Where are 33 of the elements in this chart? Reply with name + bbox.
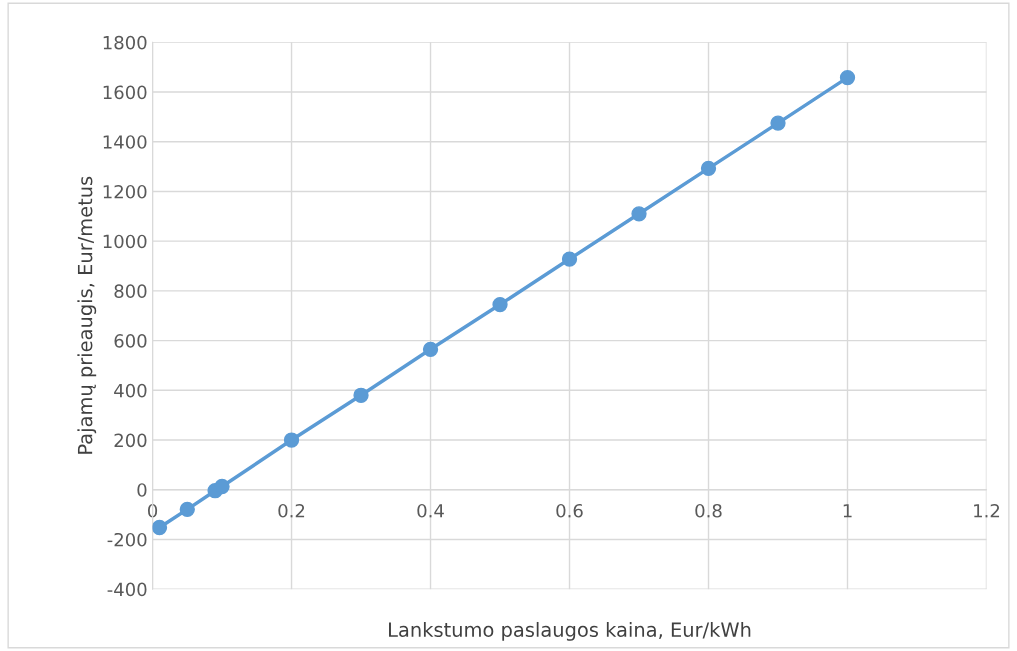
point	[839, 69, 856, 86]
point	[179, 501, 195, 518]
y-tick-label: 600	[114, 334, 147, 348]
y-tick-label: 800	[114, 284, 147, 298]
x-tick-label: 0.2	[278, 503, 305, 518]
y-tick-label: 1600	[103, 85, 147, 100]
point	[770, 115, 786, 131]
x-tick-label: 0.8	[695, 503, 722, 518]
point	[492, 296, 508, 313]
point	[214, 478, 230, 495]
y-tick-label: 400	[114, 383, 147, 398]
point	[353, 387, 369, 403]
y-tick-label: 0	[137, 483, 147, 497]
y-axis-title: Pajamų prieaugis, Eur/metus	[77, 176, 97, 454]
x-tick-label: 1	[843, 504, 852, 518]
y-tick-label: -400	[107, 582, 147, 597]
x-axis-title: Lankstumo paslaugos kaina, Eur/kWh	[389, 621, 751, 641]
y-tick-label: 1200	[103, 184, 147, 199]
point	[152, 519, 168, 536]
y-tick-label: -200	[107, 532, 147, 547]
point	[631, 206, 647, 222]
x-tick-label: 0.6	[556, 503, 583, 518]
point	[700, 160, 717, 176]
point	[422, 341, 439, 357]
x-tick-label: 1.2	[974, 503, 1000, 518]
y-tick-label: 1400	[103, 135, 147, 149]
x-tick-label: 0.4	[417, 503, 444, 518]
point	[283, 432, 300, 448]
y-tick-label: 1800	[103, 35, 147, 50]
point	[561, 251, 578, 267]
y-tick-label: 200	[114, 433, 147, 448]
y-tick-label: 1000	[103, 234, 147, 249]
x-tick-label: 0	[148, 503, 158, 518]
